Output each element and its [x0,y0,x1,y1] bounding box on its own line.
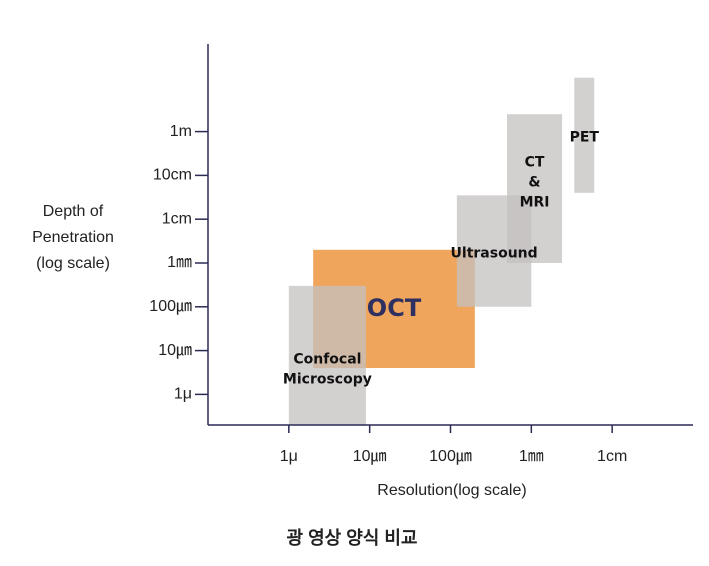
y-axis-label: Depth of [43,203,104,220]
range-box [288,285,366,425]
box-label: Ultrasound [451,245,538,261]
box-label: & [528,175,540,191]
box-label: OCT [367,294,422,322]
y-tick-label: 1㎜ [167,254,192,271]
x-tick-label: 100㎛ [429,448,472,465]
range-box [507,114,563,263]
box-label: Microscopy [283,371,372,387]
x-tick-label: 1㎜ [519,448,544,465]
caption: 광 영상 양식 비교 [287,528,418,548]
x-tick-label: 1μ [280,448,298,465]
y-tick-label: 100㎛ [149,298,192,315]
box-label: Confocal [293,351,361,367]
y-tick-label: 10㎛ [158,342,192,359]
box-label: MRI [520,195,550,211]
box-label: PET [570,130,600,146]
y-tick-label: 10cm [153,167,192,184]
x-axis-label: Resolution(log scale) [377,482,526,499]
y-tick-label: 1m [170,123,192,140]
y-tick-label: 1μ [174,386,192,403]
x-tick-label: 1cm [597,448,627,465]
x-tick-label: 10㎛ [353,448,387,465]
box-label: CT [525,155,545,171]
range-box [574,77,595,193]
y-axis-label: Penetration [32,229,114,246]
y-tick-label: 1cm [162,210,192,227]
y-axis-label: (log scale) [36,255,110,272]
